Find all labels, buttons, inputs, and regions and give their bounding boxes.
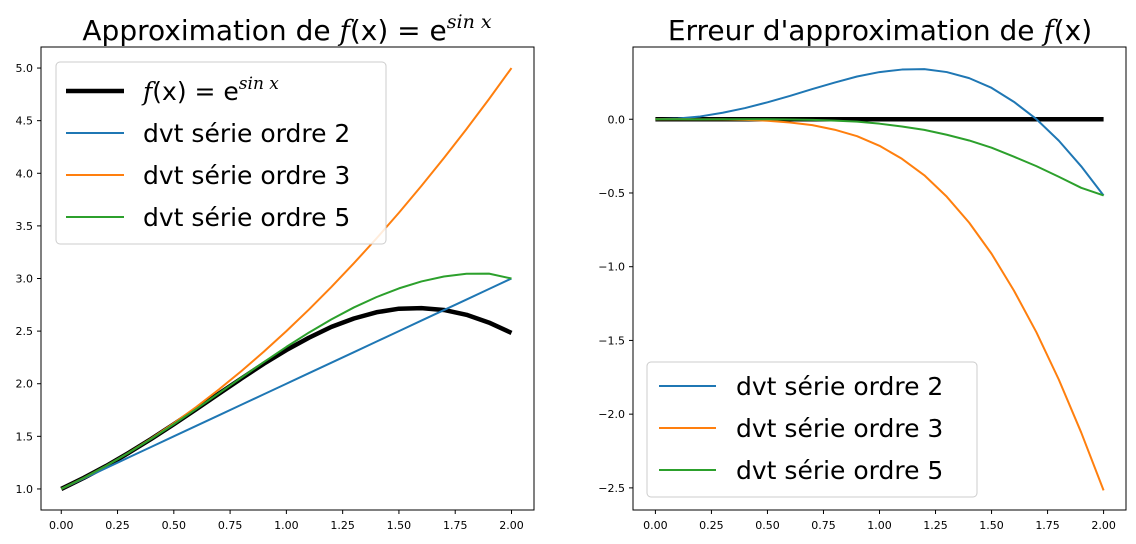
x-tick-label: 1.75 [443,519,468,532]
x-tick-label: 0.00 [49,519,74,532]
y-tick-label: 3.0 [16,273,34,286]
error-chart: 0.00 0.25 0.50 0.75 1.00 1.25 1.50 1.75 2.00 0.0 −… [598,14,1127,532]
legend-label: dvt série ordre 2 [143,119,350,148]
y-tick-label: 2.5 [16,325,34,338]
series-lines [655,68,1105,491]
y-tick-label: 1.5 [16,430,34,443]
series-lines [60,67,513,491]
legend: dvt série ordre 2 dvt série ordre 3 dvt sé… [646,361,978,498]
x-tick-label: 1.50 [387,519,412,532]
chart-title: Approximation de f(x) = esin x [82,11,491,47]
series-line-dvt-s-rie-ordre-2 [60,277,512,490]
y-tick-label: −1.5 [598,334,625,347]
approximation-chart: 0.00 0.25 0.50 0.75 1.00 1.25 1.50 1.75 2.00 1.0 1… [16,11,535,532]
series-line-dvt-s-rie-ordre-5 [60,272,512,490]
legend: f(x) = esin x dvt série ordre 2 dvt série … [55,61,387,245]
x-tick-label: 0.50 [755,519,780,532]
legend-label: dvt série ordre 3 [143,161,350,190]
x-tick-label: 1.75 [1035,519,1060,532]
x-tick-label: 0.75 [218,519,243,532]
legend-box [55,61,387,245]
x-tick-label: 0.75 [811,519,836,532]
legend-label: dvt série ordre 2 [736,372,943,401]
x-tick-label: 2.00 [1091,519,1116,532]
legend-label: f(x) = esin x [141,74,279,106]
series-line-dvt-s-rie-ordre-2 [655,68,1105,197]
x-tick-label: 0.00 [643,519,668,532]
x-tick-label: 0.25 [699,519,724,532]
y-tick-label: 4.5 [16,115,34,128]
legend-label: dvt série ordre 5 [143,203,350,232]
y-tick-label: −0.5 [598,187,625,200]
x-tick-label: 0.50 [162,519,187,532]
y-tick-label: 1.0 [16,483,34,496]
x-tick-label: 1.50 [979,519,1004,532]
y-tick-label: 5.0 [16,62,34,75]
x-tick-label: 1.00 [274,519,299,532]
x-tick-label: 2.00 [499,519,524,532]
legend-box [646,361,978,498]
legend-label: dvt série ordre 3 [736,414,943,443]
y-tick-label: −2.5 [598,482,625,495]
legend-label: dvt série ordre 5 [736,456,943,485]
y-tick-label: 2.0 [16,378,34,391]
y-tick-label: −1.0 [598,261,625,274]
y-tick-label: 0.0 [608,113,626,126]
y-tick-label: 3.5 [16,220,34,233]
x-tick-label: 1.00 [867,519,892,532]
x-tick-label: 0.25 [105,519,130,532]
chart-title: Erreur d'approximation de f(x) [668,14,1092,47]
x-tick-label: 1.25 [923,519,948,532]
y-tick-label: 4.0 [16,167,34,180]
series-line-dvt-s-rie-ordre-5 [655,118,1104,197]
y-tick-label: −2.0 [598,408,625,421]
x-tick-label: 1.25 [330,519,355,532]
